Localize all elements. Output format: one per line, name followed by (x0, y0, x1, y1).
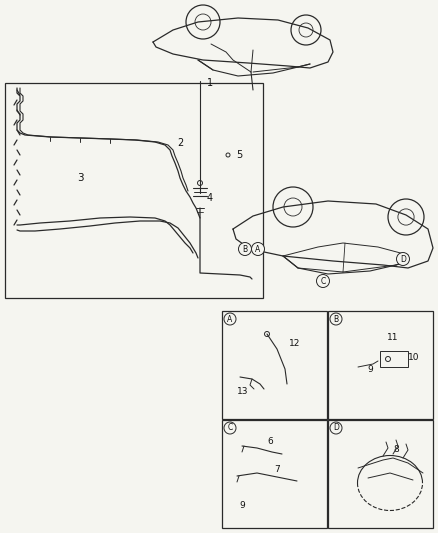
Bar (328, 420, 433, 528)
Text: C: C (320, 277, 325, 286)
Text: B: B (243, 245, 247, 254)
Text: A: A (255, 245, 261, 254)
Text: B: B (333, 314, 339, 324)
Text: 11: 11 (387, 333, 399, 342)
Text: 13: 13 (237, 386, 248, 395)
Circle shape (224, 422, 236, 434)
Circle shape (330, 313, 342, 325)
Bar (222, 311, 327, 419)
Text: 12: 12 (289, 340, 300, 349)
Text: 9: 9 (367, 365, 373, 374)
Text: 7: 7 (274, 465, 280, 474)
Text: 2: 2 (177, 138, 183, 148)
Text: C: C (227, 424, 233, 432)
Text: D: D (400, 254, 406, 263)
Bar (380, 351, 408, 367)
Text: 4: 4 (207, 193, 213, 203)
Bar (222, 420, 327, 528)
Bar (5, 83, 263, 298)
Text: 1: 1 (207, 78, 213, 88)
Circle shape (251, 243, 265, 255)
Text: 3: 3 (77, 173, 83, 183)
Text: 5: 5 (236, 150, 242, 160)
Text: 8: 8 (393, 446, 399, 455)
Text: A: A (227, 314, 233, 324)
Circle shape (239, 243, 251, 255)
Text: 6: 6 (267, 438, 273, 447)
Circle shape (224, 313, 236, 325)
Text: D: D (333, 424, 339, 432)
Text: 10: 10 (408, 352, 420, 361)
Circle shape (317, 274, 329, 287)
Text: 9: 9 (239, 502, 245, 511)
Bar (328, 311, 433, 419)
Circle shape (330, 422, 342, 434)
Circle shape (396, 253, 410, 265)
